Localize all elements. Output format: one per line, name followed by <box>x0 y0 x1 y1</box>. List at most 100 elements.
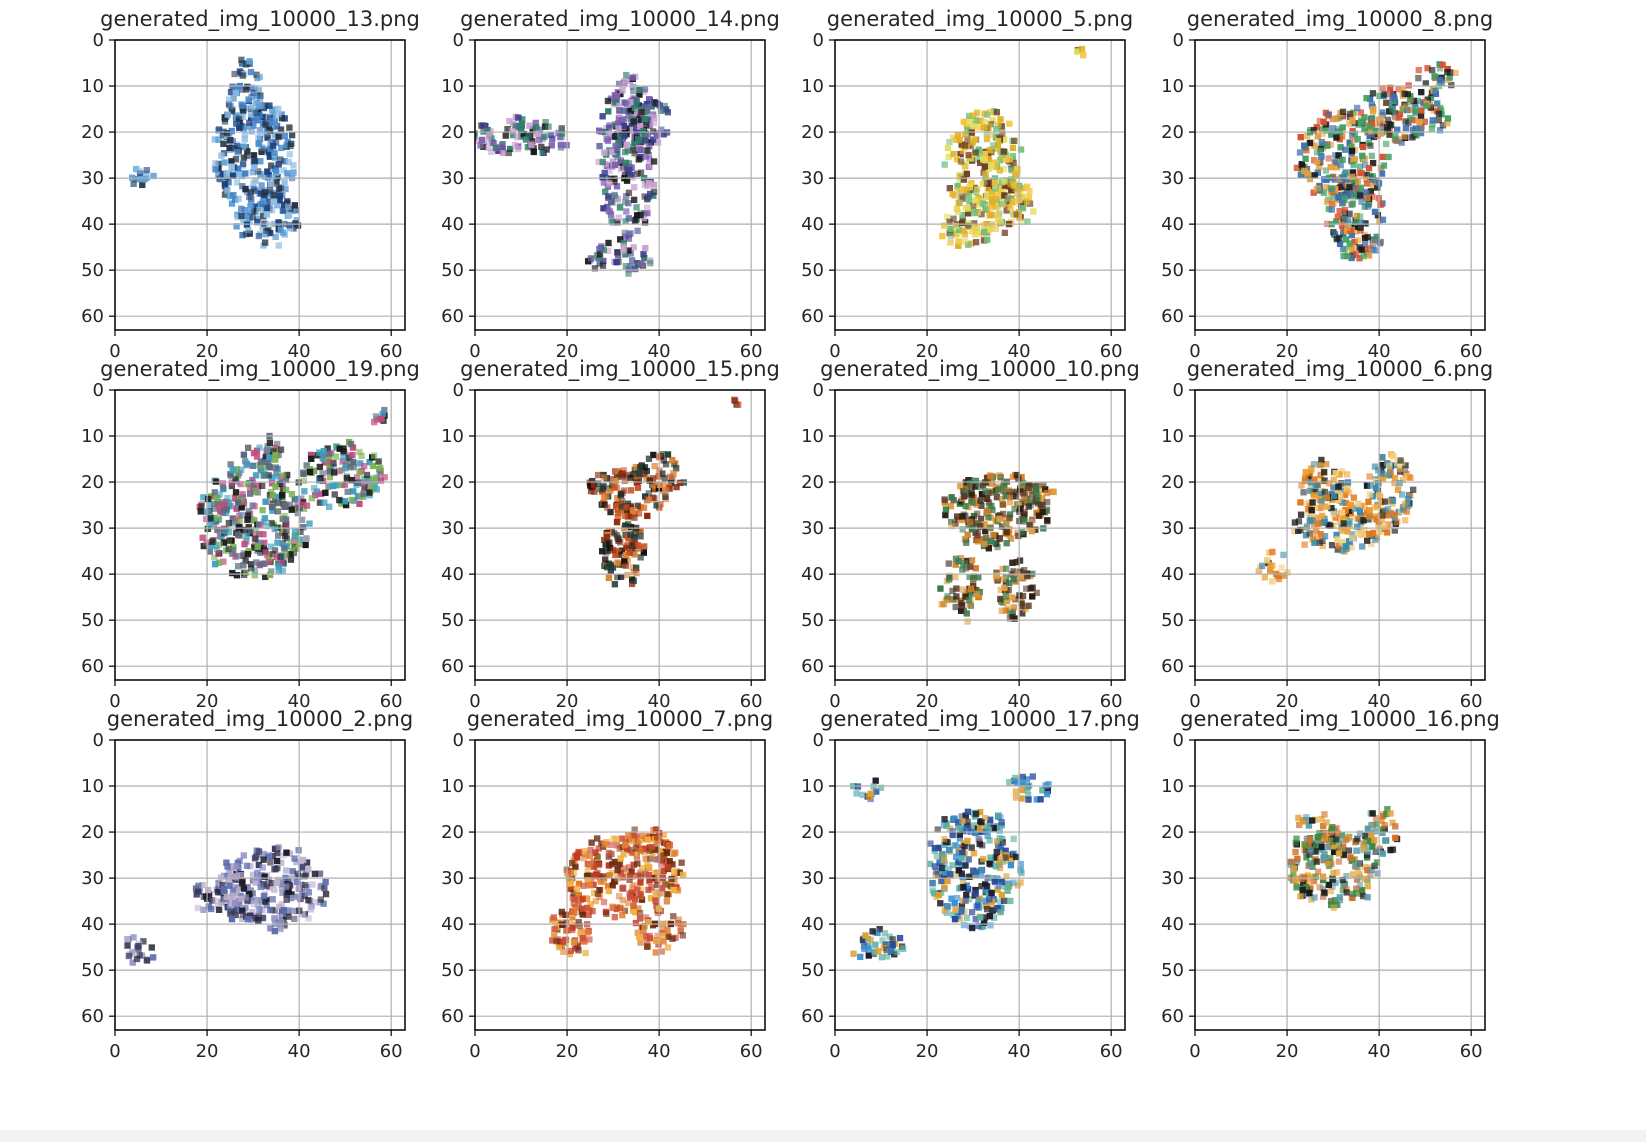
image-pixel <box>1362 220 1369 227</box>
image-pixel <box>249 213 256 221</box>
image-pixel <box>549 135 556 142</box>
image-pixel <box>1350 890 1357 898</box>
image-pixel <box>1361 875 1369 882</box>
image-pixel <box>953 513 961 520</box>
image-pixel <box>1356 870 1363 878</box>
image-pixel <box>347 440 355 448</box>
image-pixel <box>1330 194 1337 201</box>
image-pixel <box>1309 499 1316 506</box>
image-pixel <box>256 95 264 102</box>
image-pixel <box>1255 568 1262 575</box>
image-pixel <box>1312 848 1319 855</box>
image-pixel <box>216 491 223 498</box>
image-pixel <box>1379 216 1387 223</box>
image-pixel <box>971 197 979 204</box>
x-tick-label: 40 <box>1008 691 1031 712</box>
image-pixel <box>218 533 225 540</box>
image-pixel <box>993 494 1001 501</box>
image-pixel <box>530 148 537 156</box>
image-pixel <box>978 490 986 498</box>
image-pixel <box>1391 109 1398 117</box>
image-pixel <box>1033 489 1040 496</box>
image-pixel <box>233 863 240 870</box>
image-pixel <box>1366 95 1374 102</box>
image-pixel <box>247 561 255 568</box>
image-pixel <box>253 853 260 860</box>
y-tick-label: 0 <box>453 380 464 401</box>
image-pixel <box>617 573 625 580</box>
y-tick-label: 0 <box>453 30 464 51</box>
image-pixel <box>1015 475 1022 482</box>
y-tick-label: 60 <box>441 306 464 327</box>
image-pixel <box>1332 152 1339 159</box>
image-pixel <box>275 567 283 574</box>
image-pixel <box>599 548 606 555</box>
image-pixel <box>316 870 324 877</box>
image-pixel <box>533 124 540 131</box>
image-pixel <box>1018 869 1025 877</box>
image-pixel <box>602 541 609 548</box>
image-pixel <box>621 132 628 140</box>
image-pixel <box>370 484 377 492</box>
image-pixel <box>267 543 275 550</box>
image-pixel <box>235 195 242 203</box>
image-pixel <box>947 225 954 233</box>
image-pixel <box>525 132 533 139</box>
image-pixel <box>257 158 264 165</box>
image-pixel <box>1003 597 1011 605</box>
image-pixel <box>627 487 635 494</box>
image-pixel <box>972 120 979 128</box>
image-pixel <box>963 914 971 922</box>
image-pixel <box>522 136 530 143</box>
image-pixel <box>509 131 517 139</box>
image-pixel <box>951 815 958 823</box>
image-pixel <box>963 123 971 130</box>
image-pixel <box>264 168 271 175</box>
image-pixel <box>233 142 241 150</box>
image-pixel <box>637 939 644 946</box>
image-pixel <box>976 825 984 832</box>
image-pixel <box>1311 488 1318 496</box>
image-pixel <box>286 124 293 131</box>
image-pixel <box>1316 539 1324 546</box>
image-pixel <box>636 915 644 922</box>
image-pixel <box>1387 121 1395 129</box>
image-pixel <box>609 861 616 868</box>
image-pixel <box>588 877 595 885</box>
image-pixel <box>679 932 687 939</box>
x-tick-label: 60 <box>1460 691 1483 712</box>
image-pixel <box>1407 114 1414 122</box>
image-pixel <box>1383 99 1390 106</box>
image-pixel <box>255 861 263 869</box>
image-pixel <box>627 503 634 510</box>
image-pixel <box>1364 837 1371 845</box>
image-pixel <box>973 591 981 598</box>
image-pixel <box>129 959 136 966</box>
image-pixel <box>993 109 1000 116</box>
image-pixel <box>282 516 290 523</box>
image-pixel <box>254 901 262 908</box>
image-pixel <box>955 558 962 565</box>
image-pixel <box>1040 482 1047 489</box>
image-pixel <box>1275 572 1282 579</box>
image-pixel <box>256 206 263 213</box>
image-pixel <box>620 239 627 247</box>
image-pixel <box>964 205 972 213</box>
image-pixel <box>591 488 598 495</box>
image-pixel <box>1346 184 1353 191</box>
image-pixel <box>620 243 627 250</box>
image-pixel <box>1002 156 1010 163</box>
image-pixel <box>968 557 976 564</box>
image-pixel <box>946 138 953 146</box>
y-tick-label: 60 <box>81 1006 104 1027</box>
image-pixel <box>1009 144 1017 152</box>
x-tick-label: 40 <box>1368 341 1391 362</box>
image-pixel <box>1428 125 1436 133</box>
image-pixel <box>964 886 972 893</box>
image-pixel <box>143 957 151 964</box>
image-pixel <box>526 122 533 129</box>
y-tick-label: 20 <box>1161 122 1184 143</box>
image-pixel <box>634 484 642 491</box>
image-pixel <box>1012 794 1020 801</box>
image-pixel <box>650 158 658 165</box>
